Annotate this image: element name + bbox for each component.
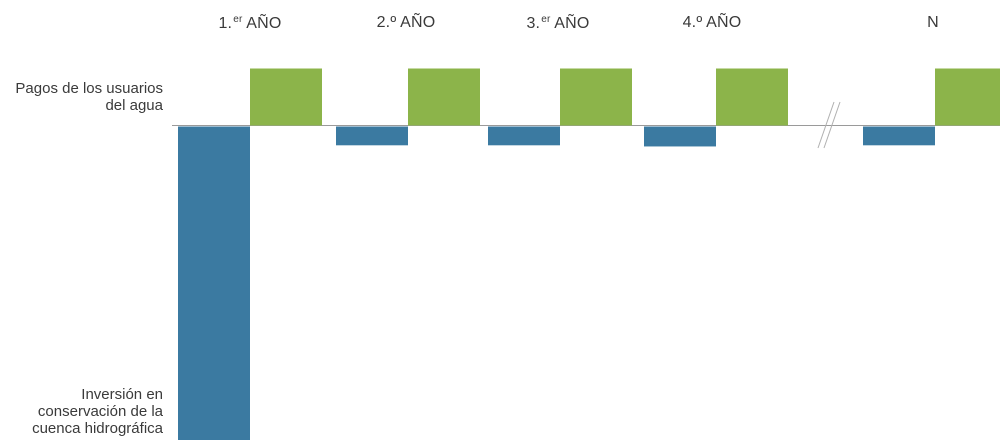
series-label-investment: Inversión en conservación de la cuenca h… bbox=[32, 386, 163, 437]
axis-break-line bbox=[823, 101, 841, 149]
payment-bar-4 bbox=[716, 68, 788, 126]
investment-bar-2 bbox=[336, 126, 408, 146]
payment-bar-3 bbox=[560, 68, 632, 126]
category-label-sup: er bbox=[541, 14, 551, 25]
payment-bar-5 bbox=[935, 68, 1000, 126]
category-label-4: 4.º AÑO bbox=[682, 14, 742, 31]
investment-bar-3 bbox=[488, 126, 560, 146]
investment-bar-5 bbox=[863, 126, 935, 146]
category-label-1: 1.er AÑO bbox=[218, 14, 282, 32]
axis-break-line bbox=[817, 101, 835, 149]
investment-bar-1 bbox=[178, 126, 250, 440]
category-label-3: 3.er AÑO bbox=[526, 14, 590, 32]
category-label-5: N bbox=[927, 14, 939, 31]
payment-bar-1 bbox=[250, 68, 322, 126]
payment-bar-2 bbox=[408, 68, 480, 126]
category-label-2: 2.º AÑO bbox=[376, 14, 436, 31]
category-label-sup: er bbox=[233, 14, 243, 25]
investment-bar-4 bbox=[644, 126, 716, 147]
series-label-payments: Pagos de los usuarios del agua bbox=[15, 80, 163, 114]
axis-break-mark bbox=[817, 101, 841, 149]
